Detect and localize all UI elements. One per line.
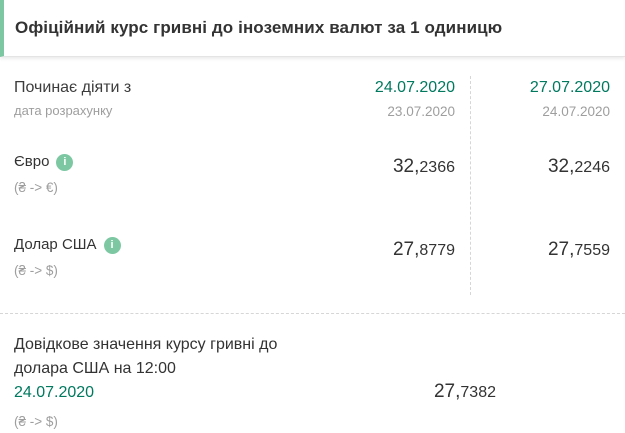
eur-rate-2: 32,2246: [455, 156, 610, 178]
section-divider: [0, 313, 625, 314]
effective-date-1: 24.07.2020: [374, 79, 455, 96]
info-icon[interactable]: i: [56, 153, 74, 171]
reference-rate-int: 27,: [433, 381, 461, 402]
reference-rate-pair: (₴ -> $): [14, 414, 58, 429]
currency-eur-labels: Євро i (₴ -> €): [14, 152, 320, 195]
reference-rate-description: Довідкове значення курсу гривні до долар…: [14, 336, 278, 377]
dates-header-row: Починає діяти з дата розрахунку 24.07.20…: [14, 57, 610, 119]
currency-eur-pair: (₴ -> €): [14, 180, 58, 195]
reference-rate-frac: 7382: [460, 384, 496, 401]
widget-body: Починає діяти з дата розрахунку 24.07.20…: [0, 57, 625, 429]
usd-rate-col-1: 27,8779: [320, 235, 455, 261]
usd-rate-1: 27,8779: [320, 239, 455, 261]
usd-rate-col-2: 27,7559: [455, 235, 610, 261]
usd-rate-1-frac: 8779: [419, 242, 455, 259]
currency-row-eur: Євро i (₴ -> €) 32,2366 32,2246: [14, 152, 610, 195]
currency-eur-name-line: Євро i: [14, 152, 320, 172]
eur-rate-1-frac: 2366: [419, 159, 455, 176]
calc-date-1: 23.07.2020: [387, 104, 455, 119]
usd-rate-2-int: 27,: [547, 239, 575, 260]
currency-usd-pair: (₴ -> $): [14, 263, 58, 278]
usd-rate-1-int: 27,: [392, 239, 420, 260]
eur-rate-1-int: 32,: [392, 156, 420, 177]
reference-rate-value: 27,7382: [434, 381, 496, 403]
date-column-2: 27.07.2020 24.07.2020: [455, 78, 610, 119]
effective-date-2: 27.07.2020: [529, 79, 610, 96]
currency-usd-labels: Долар США i (₴ -> $): [14, 235, 320, 278]
reference-rate-value-area: 27,7382: [320, 333, 610, 403]
reference-rate-date: 24.07.2020: [14, 384, 95, 401]
usd-rate-2-frac: 7559: [574, 242, 610, 259]
column-divider: [470, 76, 471, 295]
currency-eur-name: Євро: [14, 153, 50, 170]
currency-row-usd: Долар США i (₴ -> $) 27,8779 27,7559: [14, 235, 610, 278]
eur-rate-2-int: 32,: [547, 156, 575, 177]
reference-rate-row: Довідкове значення курсу гривні до долар…: [14, 333, 610, 429]
effective-from-label: Починає діяти з: [14, 79, 132, 96]
eur-rate-1: 32,2366: [320, 156, 455, 178]
currency-usd-name-line: Долар США i: [14, 235, 320, 255]
eur-rate-2-frac: 2246: [574, 159, 610, 176]
info-icon[interactable]: i: [103, 236, 121, 254]
calc-date-2: 24.07.2020: [542, 104, 610, 119]
reference-rate-labels: Довідкове значення курсу гривні до долар…: [14, 333, 320, 429]
eur-rate-col-1: 32,2366: [320, 152, 455, 178]
currency-usd-name: Долар США: [14, 236, 97, 253]
eur-rate-col-2: 32,2246: [455, 152, 610, 178]
dates-header-labels: Починає діяти з дата розрахунку: [14, 78, 320, 118]
usd-rate-2: 27,7559: [455, 239, 610, 261]
page-title: Офіційний курс гривні до іноземних валют…: [15, 18, 503, 37]
calc-date-label: дата розрахунку: [14, 103, 113, 118]
date-column-1: 24.07.2020 23.07.2020: [320, 78, 455, 119]
widget-header: Офіційний курс гривні до іноземних валют…: [0, 0, 625, 57]
